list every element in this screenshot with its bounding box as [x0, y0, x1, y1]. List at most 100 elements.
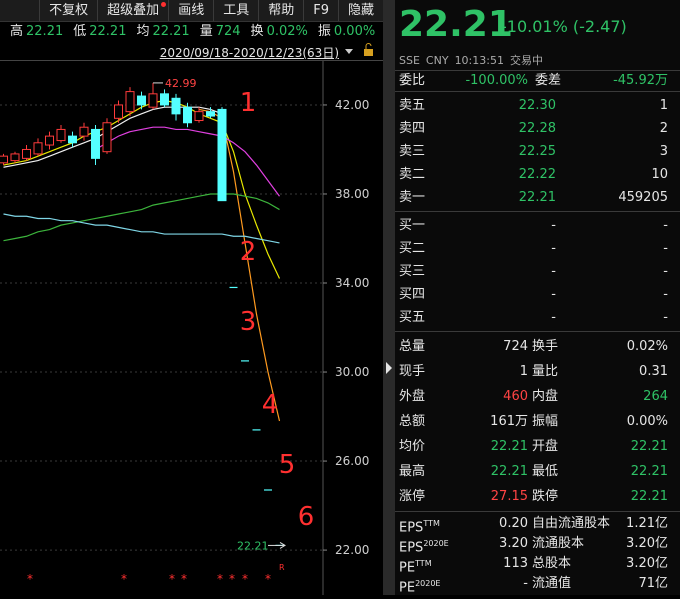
event-flag: R — [279, 563, 285, 572]
cell-value: 460 — [503, 389, 528, 404]
cell-label: 委差 — [535, 73, 562, 88]
order-volume: - — [663, 218, 668, 233]
order-price: - — [551, 264, 556, 279]
collapse-arrow[interactable] — [386, 362, 392, 374]
order-price: - — [551, 287, 556, 302]
toolbar-item[interactable]: 不复权 — [39, 0, 97, 21]
stats-block: 总量 724 换手 0.02% 现手 1 量比 0.31 外盘 460 内盘 264 总额 161万 振幅 0… — [395, 332, 680, 512]
candle-body — [45, 135, 54, 146]
cell-label: 流通值 — [532, 576, 572, 591]
cell-value: 0.02% — [626, 339, 668, 354]
cell-label: 总额 — [399, 414, 426, 429]
order-volume: 1 — [659, 98, 668, 113]
order-label: 买五 — [399, 310, 426, 325]
last-price: 22.21 — [399, 4, 513, 45]
order-price: 22.22 — [518, 167, 556, 182]
cell-value: -100.00% — [465, 73, 528, 88]
label-sup: TTM — [415, 559, 432, 568]
cell-label: 跌停 — [532, 489, 559, 504]
order-volume: - — [663, 310, 668, 325]
ma-line — [3, 213, 280, 244]
date-range[interactable]: 2020/09/18-2020/12/23(63日) — [159, 46, 339, 60]
y-tick-label: 30.00 — [335, 365, 369, 379]
order-row[interactable]: 买四 - - — [395, 283, 680, 306]
cell-label: 外盘 — [399, 389, 426, 404]
dropdown-icon[interactable] — [345, 49, 353, 54]
order-volume: 10 — [651, 167, 668, 182]
order-row[interactable]: 卖一 22.21 459205 — [395, 186, 680, 209]
quote-header: 22.21 -10.01% (-2.47) — [395, 0, 680, 52]
price-change: -10.01% (-2.47) — [501, 17, 627, 36]
order-label: 买三 — [399, 264, 426, 279]
chart-pane: 不复权 超级叠加 画线 工具 帮助 F9 隐藏 高 22.21 低 22.21 均 22.21 量 724… — [0, 0, 383, 595]
cell-label: 内盘 — [532, 389, 559, 404]
toolbar-item[interactable]: 帮助 — [258, 0, 303, 21]
info-label: 量 — [199, 24, 213, 39]
info-value: 724 — [215, 24, 241, 39]
label-text: PE — [399, 560, 416, 576]
order-price: - — [551, 241, 556, 256]
candle-body — [194, 111, 204, 122]
info-label: 低 — [73, 24, 87, 39]
order-row[interactable]: 买五 - - — [395, 306, 680, 329]
asks-block: 卖五 22.30 1 卖四 22.28 2 卖三 22.25 3 卖二 22.22 10 卖一 22.21… — [395, 92, 680, 212]
order-price: 22.28 — [518, 121, 556, 136]
y-tick-label: 42.00 — [335, 98, 369, 112]
fundamentals-block: EPSTTM 0.20 自由流通股本 1.21亿 EPS2020E 3.20 流通股本 3.2… — [395, 512, 680, 595]
candle-body — [33, 142, 43, 155]
cell-label: 自由流通股本 — [532, 516, 611, 531]
order-volume: 2 — [659, 121, 668, 136]
cell-value: 0.00% — [626, 414, 668, 429]
stats-row: 现手 1 量比 0.31 — [395, 359, 680, 384]
candle-body — [102, 122, 112, 153]
order-label: 买二 — [399, 241, 426, 256]
order-row[interactable]: 买二 - - — [395, 237, 680, 260]
toolbar-item[interactable]: 超级叠加 — [97, 0, 168, 21]
cell-label: EPSTTM — [399, 514, 440, 538]
info-label: 高 — [10, 24, 24, 39]
label-text: EPS — [399, 540, 424, 556]
candle-body — [217, 108, 227, 202]
cell-value: 1 — [519, 364, 528, 379]
cell-label: 涨停 — [399, 489, 426, 504]
toolbar-item[interactable]: 画线 — [168, 0, 213, 21]
cell-value: 3.20 — [499, 536, 528, 551]
cell-value: 264 — [643, 389, 668, 404]
fundamentals-row: EPS2020E 3.20 流通股本 3.20亿 — [395, 534, 680, 556]
cell-label: 现手 — [399, 364, 426, 379]
cell-value: 1.21亿 — [626, 516, 668, 531]
ratio-row: 委比 -100.00% 委差 -45.92万 — [395, 71, 680, 92]
order-label: 卖一 — [399, 190, 426, 205]
order-price: 22.30 — [518, 98, 556, 113]
order-row[interactable]: 买一 - - — [395, 214, 680, 237]
label-sup: 2020E — [423, 539, 449, 548]
order-label: 卖四 — [399, 121, 426, 136]
lock-shackle — [365, 43, 372, 49]
order-row[interactable]: 卖二 22.22 10 — [395, 163, 680, 186]
candle-body — [79, 126, 89, 137]
order-volume: - — [663, 241, 668, 256]
y-tick-label: 38.00 — [335, 187, 369, 201]
toolbar-item[interactable]: 隐藏 — [337, 0, 383, 21]
cell-value: 3.20亿 — [626, 536, 668, 551]
cell-label: 最低 — [532, 464, 559, 479]
info-value: 0.00% — [333, 24, 376, 39]
cell-value: 161万 — [490, 414, 528, 429]
lock-icon[interactable] — [364, 49, 373, 56]
order-row[interactable]: 卖五 22.30 1 — [395, 94, 680, 117]
toolbar-item[interactable]: 工具 — [213, 0, 258, 21]
order-row[interactable]: 买三 - - — [395, 260, 680, 283]
info-label: 振 — [317, 24, 331, 39]
y-tick-label: 22.00 — [335, 543, 369, 557]
chart: 42.00 38.00 34.00 30.00 26.00 22.00 42.99 22.21… — [0, 61, 369, 595]
order-row[interactable]: 卖三 22.25 3 — [395, 140, 680, 163]
cell-value: -45.92万 — [613, 73, 668, 88]
annotation: 2 — [240, 237, 257, 267]
order-row[interactable]: 卖四 22.28 2 — [395, 117, 680, 140]
cell-value: 113 — [503, 556, 528, 571]
stats-row: 均价 22.21 开盘 22.21 — [395, 434, 680, 459]
stats-row: 最高 22.21 最低 22.21 — [395, 459, 680, 484]
label-text: PE — [399, 580, 416, 595]
toolbar-item[interactable]: F9 — [303, 0, 338, 21]
ma-line — [3, 193, 280, 242]
